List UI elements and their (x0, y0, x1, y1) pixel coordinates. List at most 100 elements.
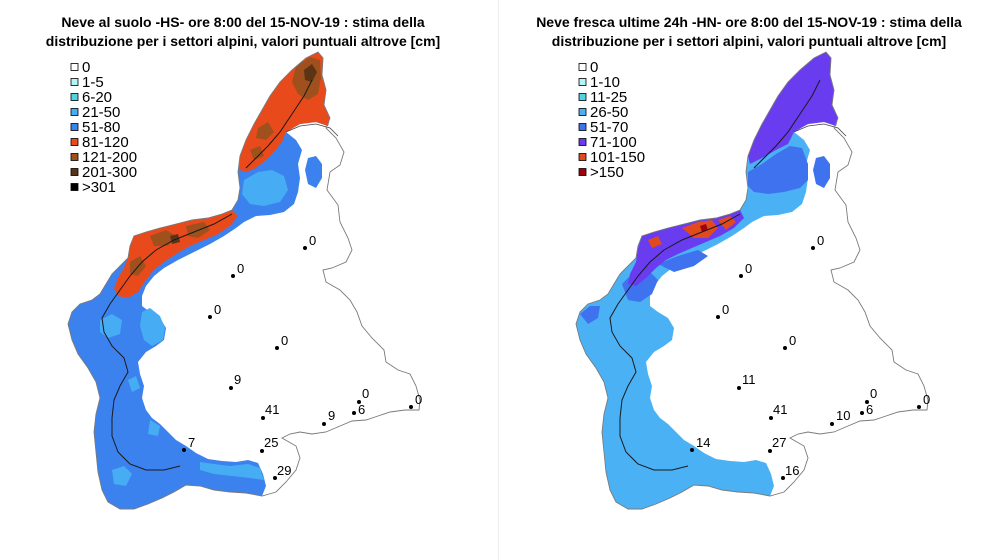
station-dot (739, 274, 743, 278)
panel-divider (498, 0, 499, 560)
snow-class-patch (580, 306, 600, 324)
station-dot (768, 449, 772, 453)
station-dot (182, 448, 186, 452)
legend-entry: 21-50 (70, 104, 120, 121)
legend-swatch (578, 138, 587, 146)
legend-label: 71-100 (590, 134, 637, 151)
station-dot (229, 386, 233, 390)
station-value: 0 (309, 233, 316, 248)
region-map (575, 51, 929, 510)
legend-entry: 81-120 (70, 134, 129, 151)
station-value: 9 (328, 408, 335, 423)
station-dot (261, 416, 265, 420)
sector-boundary-line (101, 213, 233, 471)
station-value: 7 (188, 435, 195, 450)
legend-swatch (70, 78, 79, 86)
legend-label: 201-300 (82, 164, 137, 181)
station-value: 0 (362, 386, 369, 401)
legend-swatch (70, 123, 79, 131)
station-value: 0 (745, 261, 752, 276)
legend-label: 6-20 (82, 89, 112, 106)
legend-entry: 0 (578, 59, 598, 76)
station-dot (208, 315, 212, 319)
station-value: 41 (773, 402, 787, 417)
legend-swatch (578, 123, 587, 131)
legend-entry: 1-10 (578, 74, 620, 91)
legend-label: 26-50 (590, 104, 628, 121)
panel-title-line-1: Neve fresca ultime 24h -HN- ore 8:00 del… (536, 14, 962, 30)
snow-class-patch (718, 216, 736, 230)
legend-label: 51-70 (590, 119, 628, 136)
legend-swatch (578, 93, 587, 101)
snow-class-patch (112, 466, 132, 486)
legend-entry: 51-70 (578, 119, 628, 136)
legend-entry: 1-5 (70, 74, 104, 91)
alpine-band-lake-area (305, 156, 322, 188)
station-dot (690, 448, 694, 452)
sector-boundary-line (245, 79, 313, 169)
station-value: 0 (923, 392, 930, 407)
station-dot (783, 346, 787, 350)
snow-class-patch (748, 146, 808, 194)
station-dot (275, 346, 279, 350)
legend-entry: 121-200 (70, 149, 137, 166)
legend-swatch (70, 183, 79, 191)
legend-entry: 71-100 (578, 134, 637, 151)
snow-class-patch (242, 170, 288, 206)
legend: 01-56-2021-5051-8081-120121-200201-300>3… (70, 59, 137, 196)
snow-class-patch (256, 122, 274, 140)
legend-swatch (578, 108, 587, 116)
snow-class-patch (658, 250, 708, 272)
station-dot (273, 476, 277, 480)
station-dot (409, 405, 413, 409)
station-dot (917, 405, 921, 409)
panel-snow-depth-hs: Neve al suolo -HS- ore 8:00 del 15-NOV-1… (46, 14, 440, 510)
snow-class-patch (140, 308, 165, 346)
region-border (575, 51, 929, 510)
station-dot (716, 315, 720, 319)
legend-label: 1-5 (82, 74, 104, 91)
legend-label: 121-200 (82, 149, 137, 166)
legend-swatch (578, 63, 587, 71)
legend-label: >150 (590, 164, 624, 181)
legend-label: 11-25 (590, 89, 627, 106)
panel-title-line-2: distribuzione per i settori alpini, valo… (46, 33, 440, 49)
legend-swatch (70, 63, 79, 71)
legend-swatch (70, 108, 79, 116)
legend-swatch (70, 93, 79, 101)
station-value: 27 (772, 435, 786, 450)
station-dot (781, 476, 785, 480)
snow-class-patch (682, 220, 718, 238)
station-value: 16 (785, 463, 799, 478)
legend-label: 51-80 (82, 119, 120, 136)
station-dot (231, 274, 235, 278)
snow-class-patch (148, 420, 160, 436)
station-dot (322, 422, 326, 426)
lake-shore-line (285, 123, 339, 137)
station-value: 14 (696, 435, 710, 450)
station-dot (811, 246, 815, 250)
legend-swatch (70, 153, 79, 161)
region-plain-area (576, 52, 928, 509)
legend-entry: 101-150 (578, 149, 645, 166)
station-value: 10 (836, 408, 850, 423)
station-value: 11 (742, 372, 756, 387)
station-dot (830, 422, 834, 426)
alpine-band (68, 52, 330, 509)
station-dot (303, 246, 307, 250)
snow-class-patch (200, 462, 264, 480)
legend-swatch (70, 168, 79, 176)
legend-entry: 6-20 (70, 89, 112, 106)
region-plain-area (68, 52, 420, 509)
snow-class-patch (250, 146, 264, 160)
station-value: 6 (866, 402, 873, 417)
legend-entry: >301 (70, 179, 116, 196)
snow-class-patch (128, 376, 140, 392)
legend-label: 21-50 (82, 104, 120, 121)
snow-class-patch (100, 314, 122, 338)
station-value: 0 (237, 261, 244, 276)
legend-label: >301 (82, 179, 116, 196)
legend-swatch (578, 168, 587, 176)
